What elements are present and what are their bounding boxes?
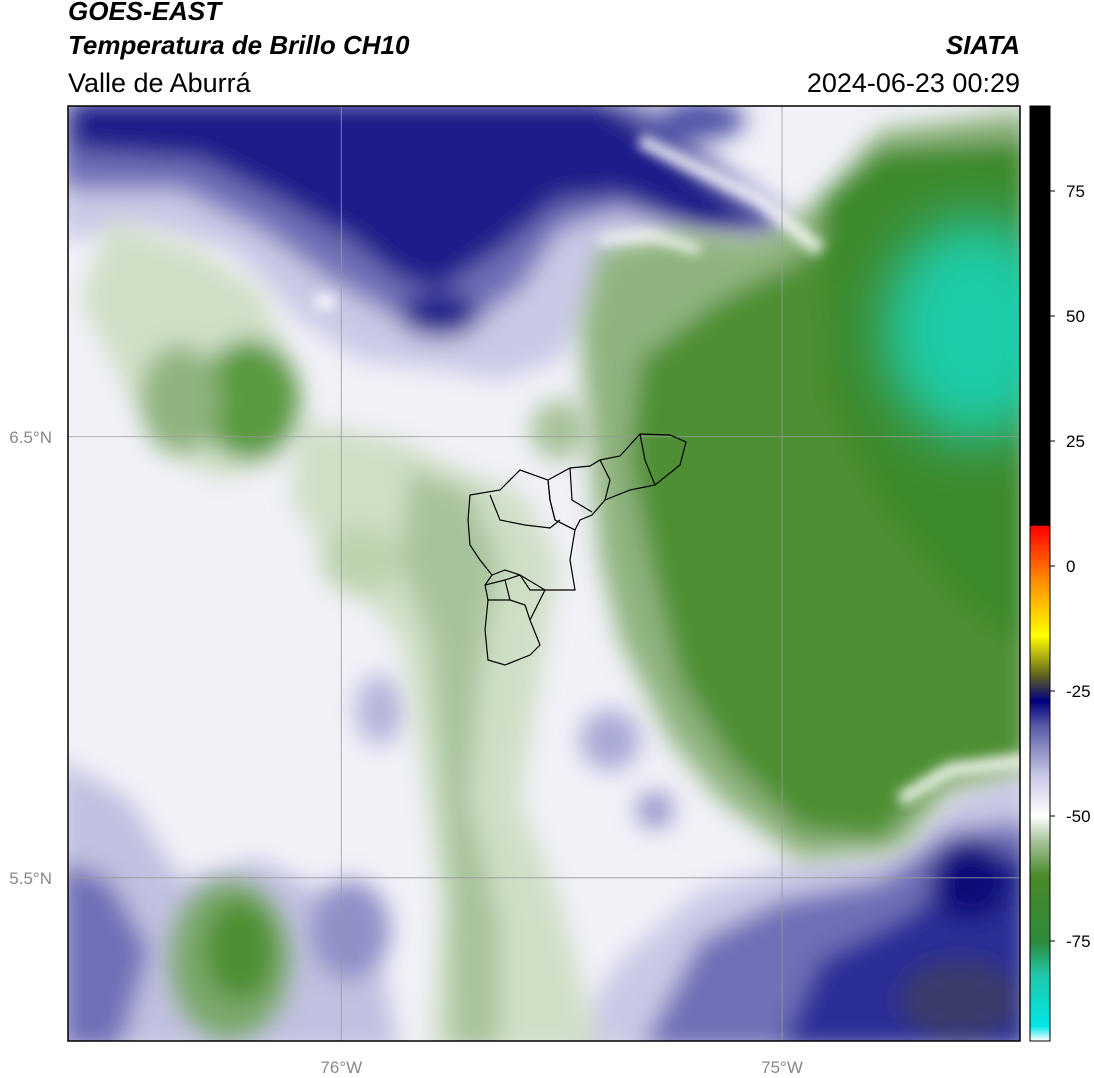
latitude-labels: 6.5°N 5.5°N [9,428,52,888]
cloud-top-southeast-band [566,772,1020,1041]
lat-tick-label: 6.5°N [9,428,52,447]
longitude-labels: 76°W 75°W [320,1058,803,1077]
product-title: Temperatura de Brillo CH10 [68,30,410,60]
colorbar-tick-label: 50 [1066,307,1085,326]
datetime-label: 2024-06-23 00:29 [806,68,1020,98]
lat-tick-label: 5.5°N [9,869,52,888]
municipality-boundaries [467,433,687,666]
colorbar-ramp [1029,105,1051,1042]
warm-surface-region [580,111,1020,860]
boundary-highlights [315,133,1020,807]
colorbar-tick-label: 0 [1066,557,1075,576]
lon-tick-label: 75°W [761,1058,803,1077]
cloud-top-cold-band [68,106,820,380]
colorbar: 75 50 25 0 -25 -50 -75 [1029,105,1091,1042]
colorbar-tick-label: 25 [1066,432,1085,451]
colorbar-tick-label: 75 [1066,182,1085,201]
agency-label: SIATA [945,30,1020,60]
lon-tick-label: 76°W [320,1058,362,1077]
colorbar-tick-label: -75 [1066,932,1091,951]
map-frame [67,105,1021,1042]
brightness-temperature-field [68,106,1020,1041]
colorbar-tick-label: -50 [1066,807,1091,826]
gridlines [68,106,1020,1041]
region-subtitle: Valle de Aburrá [68,68,251,98]
satellite-title: GOES-EAST [68,0,222,26]
colorbar-tick-label: -25 [1066,682,1091,701]
